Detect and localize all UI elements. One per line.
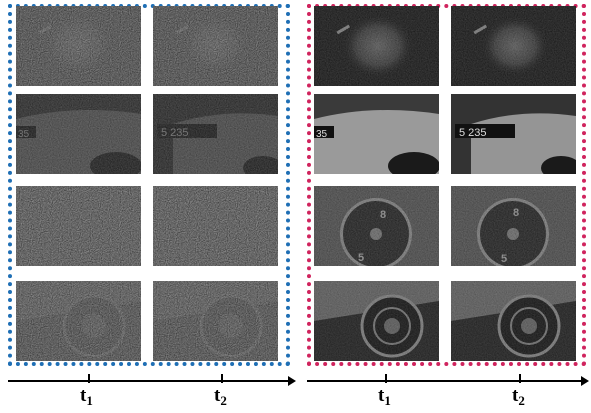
frame-disk-clean-t1: 8 5 bbox=[314, 186, 439, 266]
timeline-tick bbox=[519, 374, 521, 383]
frame-disk-noisy-t1: 8 5 bbox=[16, 186, 141, 266]
plate-text: 35 bbox=[316, 129, 328, 140]
timeline-arrow-right bbox=[581, 376, 589, 386]
frame-wheel-clean-t1 bbox=[314, 281, 439, 361]
frame-car-noisy-t1: 35 bbox=[16, 94, 141, 174]
frame-car-noisy-t2: 5 235 bbox=[153, 94, 278, 174]
frame-burst-noisy-t2 bbox=[153, 6, 278, 86]
frame-burst-noisy-t1 bbox=[16, 6, 141, 86]
timeline-tick bbox=[88, 374, 90, 383]
frame-wheel-noisy-t1 bbox=[16, 281, 141, 361]
frame-wheel-clean-t2 bbox=[451, 281, 576, 361]
time-label-t2: t2 bbox=[512, 385, 525, 408]
frame-car-clean-t1: 35 bbox=[314, 94, 439, 174]
clean-frames-panel bbox=[307, 4, 586, 366]
frame-car-clean-t2: 5 235 bbox=[451, 94, 576, 174]
timeline-tick bbox=[221, 374, 223, 383]
time-label-t1: t1 bbox=[378, 385, 391, 408]
noisy-frames-panel bbox=[8, 4, 290, 366]
timeline-tick bbox=[385, 374, 387, 383]
plate-text: 5 235 bbox=[459, 127, 487, 139]
frame-disk-noisy-t2: 8 5 bbox=[153, 186, 278, 266]
timeline-axis-right bbox=[307, 380, 587, 382]
timeline-axis-left bbox=[8, 380, 294, 382]
time-label-t1: t1 bbox=[80, 385, 93, 408]
frame-disk-clean-t2: 8 5 bbox=[451, 186, 576, 266]
frame-burst-clean-t2 bbox=[451, 6, 576, 86]
frame-burst-clean-t1 bbox=[314, 6, 439, 86]
time-label-t2: t2 bbox=[214, 385, 227, 408]
frame-wheel-noisy-t2 bbox=[153, 281, 278, 361]
timeline-arrow-left bbox=[288, 376, 296, 386]
